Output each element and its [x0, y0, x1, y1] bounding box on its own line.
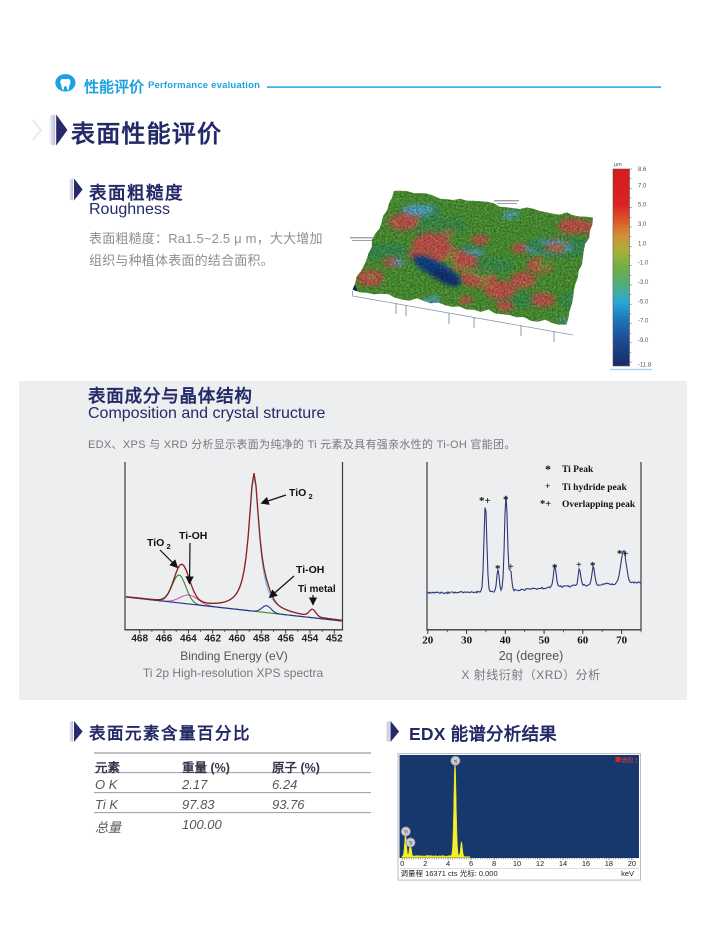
svg-text:14: 14 — [559, 859, 567, 868]
svg-text:3.0: 3.0 — [638, 222, 647, 228]
svg-text:1.0: 1.0 — [638, 241, 647, 247]
svg-text:Ti-OH: Ti-OH — [296, 564, 324, 576]
svg-text:Ti Peak: Ti Peak — [562, 465, 594, 475]
svg-text:4: 4 — [446, 859, 450, 868]
svg-text:468: 468 — [131, 634, 148, 645]
svg-text:Ti: Ti — [409, 841, 413, 846]
svg-text:TiO: TiO — [147, 537, 164, 549]
svg-text:Ti metal: Ti metal — [298, 584, 336, 595]
svg-text:Ti-OH: Ti-OH — [179, 530, 207, 542]
svg-text:-5.0: -5.0 — [638, 299, 649, 305]
svg-text:-3.0: -3.0 — [638, 280, 649, 286]
svg-text:6: 6 — [469, 859, 473, 868]
svg-text:462: 462 — [204, 634, 221, 645]
svg-text:8: 8 — [492, 859, 496, 868]
svg-text:Overlapping peak: Overlapping peak — [562, 500, 636, 510]
svg-text:460: 460 — [229, 634, 246, 645]
svg-text:5.0: 5.0 — [638, 203, 647, 209]
svg-text:30: 30 — [461, 635, 473, 647]
svg-text:452: 452 — [326, 634, 343, 645]
svg-text:-7.0: -7.0 — [638, 319, 649, 325]
svg-text:464: 464 — [180, 634, 197, 645]
svg-text:20: 20 — [422, 635, 434, 647]
svg-text:+: + — [508, 562, 514, 573]
svg-text:+: + — [545, 482, 550, 492]
svg-text:*: * — [545, 462, 551, 476]
svg-text:8.6: 8.6 — [638, 167, 647, 173]
svg-text:466: 466 — [156, 634, 173, 645]
svg-text:*: * — [495, 563, 501, 575]
svg-text:调量程 16371 cts 光标: 0.000: 调量程 16371 cts 光标: 0.000 — [401, 868, 498, 878]
svg-text:10: 10 — [513, 859, 521, 868]
svg-text:Ti: Ti — [404, 830, 408, 835]
svg-text:-11.8: -11.8 — [638, 362, 652, 368]
svg-text:keV: keV — [621, 869, 634, 878]
svg-text:*: * — [552, 562, 558, 574]
svg-text:*+: *+ — [479, 495, 491, 507]
svg-text:40: 40 — [500, 635, 512, 647]
svg-text:Ti hydride peak: Ti hydride peak — [562, 483, 627, 493]
svg-text:50: 50 — [539, 635, 551, 647]
svg-text:20: 20 — [628, 859, 636, 868]
svg-text:0: 0 — [400, 859, 404, 868]
svg-text:2: 2 — [309, 492, 313, 501]
svg-text:458: 458 — [253, 634, 270, 645]
svg-text:-9.0: -9.0 — [638, 338, 649, 344]
svg-text:*: * — [503, 494, 509, 506]
svg-text:456: 456 — [277, 634, 294, 645]
svg-text:TiO: TiO — [289, 487, 306, 499]
svg-text:60: 60 — [577, 635, 589, 647]
svg-text:µm: µm — [614, 162, 622, 168]
svg-text:Ti: Ti — [454, 759, 458, 764]
svg-text:12: 12 — [536, 859, 544, 868]
svg-text:18: 18 — [605, 859, 613, 868]
svg-text:*+: *+ — [617, 548, 629, 560]
svg-text:2: 2 — [167, 542, 171, 551]
svg-text:454: 454 — [302, 634, 319, 645]
svg-text:+: + — [576, 560, 582, 571]
svg-text:16: 16 — [582, 859, 590, 868]
svg-text:70: 70 — [616, 635, 628, 647]
svg-text:*+: *+ — [540, 499, 551, 510]
svg-text:-1.0: -1.0 — [638, 261, 649, 267]
svg-text:*: * — [590, 560, 596, 572]
svg-text:谱图 1: 谱图 1 — [621, 757, 639, 765]
svg-text:7.0: 7.0 — [638, 183, 647, 189]
svg-text:2: 2 — [423, 859, 427, 868]
